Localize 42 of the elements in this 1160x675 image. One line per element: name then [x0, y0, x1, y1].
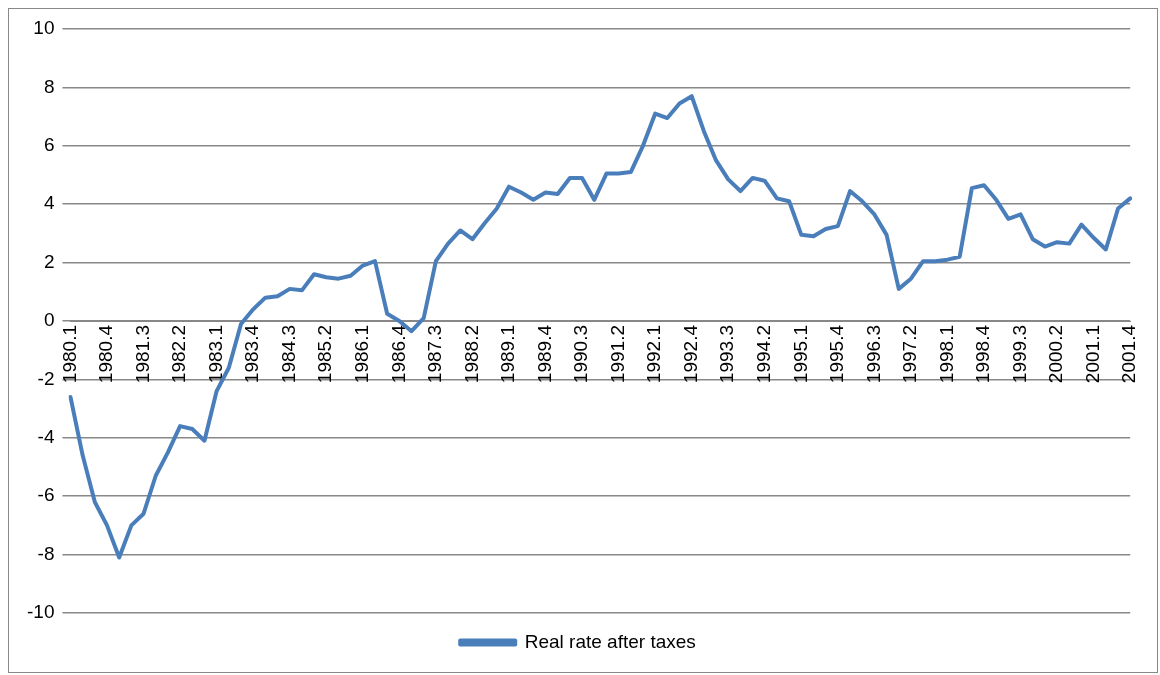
x-tick-label: 1998.4	[972, 324, 994, 384]
x-tick-label: 1994.2	[753, 325, 775, 384]
legend-label: Real rate after taxes	[524, 630, 696, 652]
x-tick-label: 2000.2	[1045, 325, 1067, 384]
x-tick-label: 1997.2	[899, 325, 921, 384]
x-tick-label: 1981.3	[131, 325, 153, 384]
x-tick-label: 2001.4	[1118, 324, 1140, 384]
y-tick-label: 2	[43, 250, 55, 272]
y-tick-label: 10	[33, 17, 55, 39]
y-tick-label: 8	[43, 75, 55, 97]
x-tick-label: 1991.2	[606, 325, 628, 384]
x-tick-label: 1995.4	[826, 324, 848, 384]
x-tick-label: 1998.1	[935, 325, 957, 384]
x-tick-label: 1980.4	[95, 324, 117, 384]
x-tick-label: 1986.1	[351, 325, 373, 384]
x-tick-label: 1993.3	[716, 325, 738, 384]
x-tick-label: 2001.1	[1081, 325, 1103, 384]
y-tick-label: -8	[37, 542, 55, 564]
x-tick-label: 1983.1	[204, 325, 226, 384]
x-tick-label: 1989.4	[533, 324, 555, 384]
x-tick-label: 1992.4	[679, 324, 701, 384]
y-tick-label: -2	[37, 367, 55, 389]
x-tick-label: 1992.1	[643, 325, 665, 384]
y-tick-label: 6	[43, 134, 55, 156]
y-tick-label: -4	[37, 426, 55, 448]
x-tick-label: 1996.3	[862, 325, 884, 384]
x-tick-label: 1995.1	[789, 325, 811, 384]
x-tick-label: 1985.2	[314, 325, 336, 384]
x-tick-label: 1999.3	[1008, 325, 1030, 384]
x-tick-label: 1982.2	[168, 325, 190, 384]
x-tick-label: 1990.3	[570, 325, 592, 384]
y-tick-label: 4	[43, 192, 55, 214]
y-tick-label: 0	[43, 309, 55, 331]
y-tick-label: -6	[37, 484, 55, 506]
x-tick-label: 1983.4	[241, 324, 263, 384]
x-tick-label: 1980.1	[58, 325, 80, 384]
x-tick-label: 1984.3	[277, 325, 299, 384]
x-tick-label: 1988.2	[460, 325, 482, 384]
x-tick-label: 1987.3	[424, 325, 446, 384]
x-tick-label: 1989.1	[497, 325, 519, 384]
y-tick-label: -10	[26, 601, 55, 623]
x-tick-label: 1986.4	[387, 324, 409, 384]
